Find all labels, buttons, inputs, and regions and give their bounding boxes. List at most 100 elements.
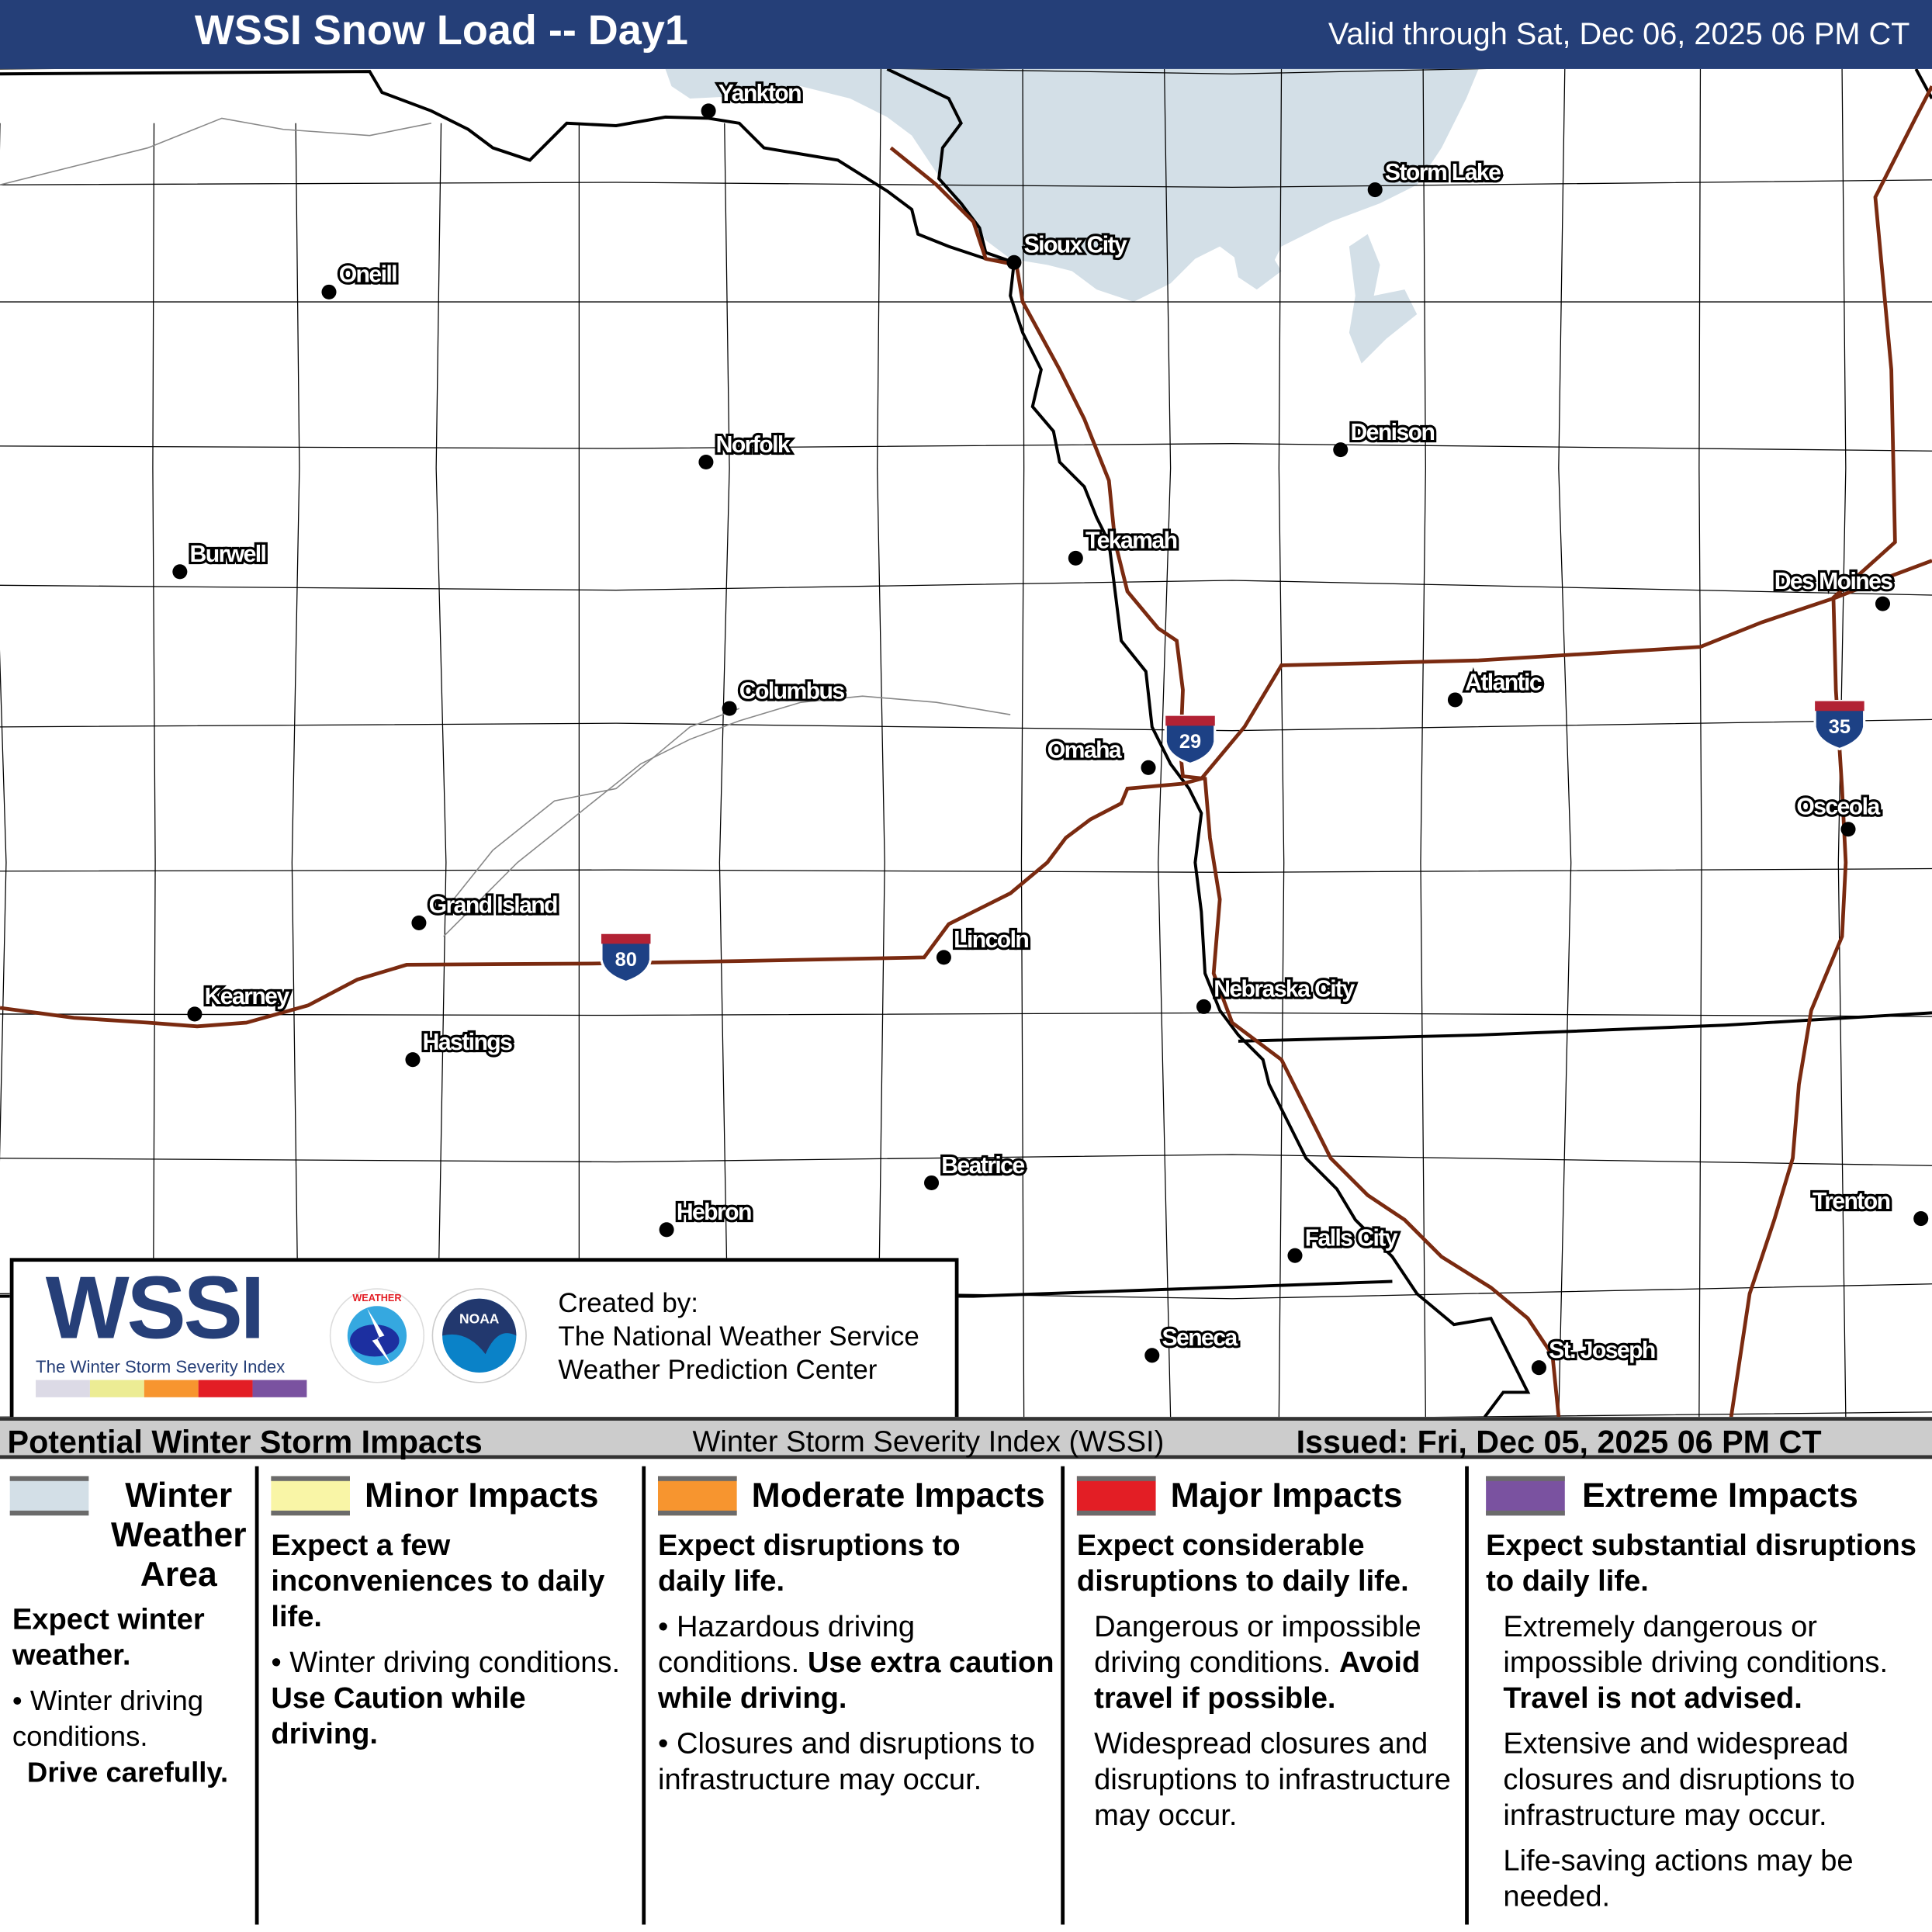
county-line bbox=[1837, 68, 1847, 1418]
city-dot bbox=[1367, 182, 1383, 198]
legend-subtitle: Expect disruptions to daily life. bbox=[657, 1529, 961, 1598]
svg-text:80: 80 bbox=[615, 949, 637, 971]
city-dot bbox=[1196, 999, 1212, 1014]
wssi-color-bar bbox=[36, 1380, 307, 1397]
city-label: Sioux City bbox=[1024, 233, 1127, 258]
county-borders bbox=[0, 68, 1932, 1418]
city-label: Kearney bbox=[205, 984, 290, 1009]
city-label: Omaha bbox=[1047, 738, 1122, 763]
legend-swatch bbox=[1486, 1476, 1565, 1516]
county-line bbox=[1158, 68, 1172, 1418]
logo-box: WSSI The Winter Storm Severity Index WEA… bbox=[9, 1258, 959, 1421]
city-dot bbox=[1913, 1211, 1929, 1227]
legend-header-band: Potential Winter Storm Impacts Winter St… bbox=[0, 1417, 1932, 1460]
county-line bbox=[1420, 68, 1426, 1418]
city-label: Osceola bbox=[1796, 795, 1880, 820]
county-line bbox=[0, 1012, 1932, 1017]
legend-bullet: • Winter driving conditions. Use Caution… bbox=[271, 1646, 621, 1751]
county-line bbox=[1278, 68, 1285, 1418]
city-label: Tekamah bbox=[1085, 528, 1177, 554]
interstate-29-line bbox=[889, 146, 1561, 1418]
city-marker: Hastings bbox=[405, 1027, 516, 1068]
city-marker: Nebraska City bbox=[1196, 975, 1359, 1014]
legend-text: Extensive and widespread closures and di… bbox=[1503, 1727, 1855, 1833]
county-line bbox=[0, 867, 1932, 873]
city-label: Grand Island bbox=[429, 893, 557, 919]
county-line bbox=[0, 1154, 1932, 1166]
city-dot bbox=[411, 915, 427, 930]
legend-swatch bbox=[1076, 1476, 1156, 1516]
legend-bullet: • Closures and disruptions to infrastruc… bbox=[657, 1727, 1035, 1797]
city-label: Seneca bbox=[1162, 1325, 1238, 1351]
city-marker: Oneill bbox=[321, 259, 400, 299]
city-marker: Omaha bbox=[1045, 735, 1156, 775]
legend-title: Winter Weather Area bbox=[110, 1476, 247, 1594]
city-marker: Atlantic bbox=[1447, 667, 1546, 708]
city-label: Denison bbox=[1350, 420, 1434, 445]
legend-swatch bbox=[657, 1476, 737, 1516]
city-dot bbox=[1840, 822, 1856, 837]
county-line bbox=[877, 68, 885, 1418]
interstate-29-shield: 29 bbox=[1164, 715, 1217, 766]
wssi-logo: WSSI bbox=[45, 1259, 265, 1358]
svg-text:WEATHER: WEATHER bbox=[352, 1293, 401, 1304]
city-label: Beatrice bbox=[941, 1153, 1024, 1179]
interstate-80-iowa-line bbox=[1200, 559, 1932, 781]
legend-text: Widespread closures and disruptions to i… bbox=[1094, 1727, 1451, 1833]
city-label: Nebraska City bbox=[1214, 977, 1355, 1002]
county-line bbox=[0, 443, 1932, 452]
svg-text:29: 29 bbox=[1179, 731, 1201, 753]
city-marker: Trenton bbox=[1810, 1186, 1929, 1227]
color-swatch bbox=[36, 1380, 90, 1397]
org-wpc: Weather Prediction Center bbox=[558, 1354, 878, 1385]
city-label: Lincoln bbox=[954, 927, 1028, 953]
city-dot bbox=[659, 1222, 674, 1238]
city-label: Yankton bbox=[718, 81, 801, 106]
wssi-tagline: The Winter Storm Severity Index bbox=[36, 1356, 286, 1376]
city-marker: Lincoln bbox=[936, 925, 1032, 965]
river-lines bbox=[0, 117, 1011, 937]
city-label: Storm Lake bbox=[1385, 160, 1501, 185]
county-line bbox=[291, 123, 300, 1418]
city-marker: Burwell bbox=[172, 539, 269, 580]
legend-text: Life-saving actions may be needed. bbox=[1503, 1844, 1854, 1914]
legend-moderate-impacts: Moderate Impacts Expect disruptions to d… bbox=[642, 1466, 1061, 1925]
city-marker: Grand Island bbox=[411, 891, 561, 930]
city-dot bbox=[1006, 254, 1022, 270]
city-marker: Osceola bbox=[1794, 791, 1884, 837]
legend-bullet: • Hazardous driving conditions. Use extr… bbox=[657, 1610, 1054, 1716]
city-dot bbox=[1141, 760, 1156, 775]
city-marker: St. Joseph bbox=[1531, 1335, 1659, 1376]
noaa-logo: NOAA bbox=[431, 1288, 527, 1383]
city-marker: Norfolk bbox=[698, 430, 795, 470]
interstate-80-line bbox=[0, 777, 1202, 1029]
city-dot bbox=[405, 1052, 421, 1068]
city-dot bbox=[1068, 550, 1083, 566]
city-dot bbox=[1287, 1248, 1303, 1263]
color-swatch bbox=[198, 1380, 253, 1397]
county-line bbox=[1020, 68, 1025, 1418]
legend-text: Extremely dangerous or impossible drivin… bbox=[1503, 1610, 1889, 1716]
city-marker: Storm Lake bbox=[1367, 158, 1504, 198]
legend-title: Moderate Impacts bbox=[751, 1476, 1045, 1515]
city-marker: Sioux City bbox=[1006, 230, 1131, 270]
city-label: Columbus bbox=[739, 678, 845, 704]
org-nws: The National Weather Service bbox=[558, 1321, 919, 1352]
map: 80 29 35 Yankton Storm Lake Sioux City Oneill… bbox=[0, 68, 1932, 1418]
city-dot bbox=[924, 1175, 940, 1191]
city-marker: Columbus bbox=[722, 676, 848, 716]
city-dot bbox=[172, 564, 188, 580]
county-line bbox=[1558, 68, 1572, 1418]
valid-time: Valid through Sat, Dec 06, 2025 06 PM CT bbox=[1328, 17, 1910, 52]
city-label: Falls City bbox=[1305, 1225, 1398, 1251]
city-label: Oneill bbox=[339, 262, 396, 288]
city-dot bbox=[698, 454, 714, 470]
city-dot bbox=[1875, 596, 1891, 611]
legend-major-impacts: Major Impacts Expect considerable disrup… bbox=[1061, 1466, 1465, 1925]
legend-minor-impacts: Minor Impacts Expect a few inconvenience… bbox=[254, 1466, 642, 1925]
city-dot bbox=[321, 284, 337, 299]
county-line bbox=[0, 179, 1932, 189]
city-label: St. Joseph bbox=[1549, 1338, 1655, 1363]
city-label: Hebron bbox=[677, 1200, 751, 1225]
